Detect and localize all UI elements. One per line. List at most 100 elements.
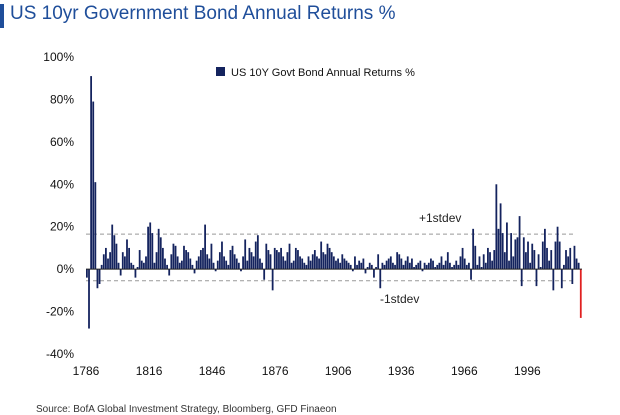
bar xyxy=(451,267,453,270)
bar xyxy=(345,260,348,270)
bar xyxy=(537,254,540,270)
bar xyxy=(235,258,238,270)
bar xyxy=(309,260,312,270)
bar xyxy=(100,264,103,270)
y-tick-label: 60% xyxy=(50,135,74,149)
bar xyxy=(297,250,299,270)
bar xyxy=(284,260,287,270)
chart-axes: 100% 80% 60% 40% 20% 0% -20% -40% 1786 1816 1846 18… xyxy=(43,50,582,378)
bar xyxy=(132,264,135,270)
bar xyxy=(180,260,183,270)
bar xyxy=(556,226,559,270)
bar xyxy=(400,258,403,270)
bar xyxy=(237,262,240,270)
bar xyxy=(463,258,466,270)
bar xyxy=(170,254,173,270)
bar xyxy=(573,245,576,270)
bar xyxy=(468,262,470,270)
bar xyxy=(227,264,230,270)
bar xyxy=(457,264,460,270)
bar xyxy=(96,269,99,289)
bar xyxy=(176,256,179,270)
bar xyxy=(166,264,168,270)
x-tick-label: 1936 xyxy=(388,364,415,378)
minus-stdev-label: -1stdev xyxy=(380,292,419,306)
bar xyxy=(273,247,276,270)
bar xyxy=(503,252,506,270)
bar xyxy=(539,267,542,270)
bar xyxy=(151,233,154,270)
bar xyxy=(126,239,128,270)
x-tick-label: 1996 xyxy=(514,364,541,378)
bar xyxy=(546,247,548,270)
bar xyxy=(280,247,282,270)
bar xyxy=(575,258,578,270)
bar xyxy=(455,260,458,270)
bar xyxy=(387,258,390,270)
bar xyxy=(383,264,386,270)
bar xyxy=(212,262,215,270)
bar xyxy=(491,260,494,270)
bar xyxy=(164,258,166,270)
bar xyxy=(358,260,361,270)
bar xyxy=(231,245,234,270)
bar xyxy=(394,264,396,270)
bar xyxy=(335,260,337,270)
chart-legend: US 10Y Govt Bond Annual Returns % xyxy=(216,67,415,79)
bar xyxy=(476,264,479,270)
bar xyxy=(109,252,112,270)
bar xyxy=(153,262,156,270)
bar xyxy=(550,250,553,270)
bar xyxy=(275,250,278,270)
bar xyxy=(430,258,432,270)
bar xyxy=(427,262,430,270)
bar xyxy=(531,243,534,270)
bar xyxy=(379,269,382,289)
bar xyxy=(288,243,291,270)
bar xyxy=(404,260,407,270)
x-tick-label: 1966 xyxy=(451,364,478,378)
bar xyxy=(265,243,268,270)
bar xyxy=(461,247,464,270)
bar xyxy=(105,247,107,270)
bar xyxy=(202,247,204,270)
bar xyxy=(98,269,101,284)
bar xyxy=(470,269,472,280)
bar xyxy=(497,228,500,270)
bar xyxy=(360,262,363,270)
bar xyxy=(92,101,95,270)
bar xyxy=(138,250,141,270)
x-tick-label: 1846 xyxy=(199,364,226,378)
bar xyxy=(311,254,314,270)
bar xyxy=(191,264,194,270)
y-tick-label: 80% xyxy=(50,92,74,106)
bar xyxy=(436,264,439,270)
bar-series xyxy=(86,76,582,329)
bar xyxy=(269,254,272,270)
bar xyxy=(366,267,369,270)
bar xyxy=(254,241,257,270)
y-tick-label: 40% xyxy=(50,177,74,191)
bar-latest xyxy=(579,269,582,318)
bar xyxy=(495,184,498,270)
bar xyxy=(328,247,331,270)
bar xyxy=(389,256,392,270)
bar xyxy=(121,252,124,270)
bar xyxy=(267,250,270,270)
bar xyxy=(563,264,565,270)
bar xyxy=(330,252,333,270)
bar xyxy=(305,264,308,270)
bar xyxy=(94,182,97,270)
bar xyxy=(271,269,274,291)
legend-swatch xyxy=(216,67,225,76)
bar xyxy=(442,264,445,270)
bar xyxy=(168,269,171,276)
bar xyxy=(157,228,160,270)
bar xyxy=(246,260,249,270)
bar xyxy=(290,262,293,270)
bar xyxy=(221,241,223,270)
plus-stdev-label: +1stdev xyxy=(419,211,461,225)
bar xyxy=(193,269,196,274)
bar xyxy=(301,258,304,270)
